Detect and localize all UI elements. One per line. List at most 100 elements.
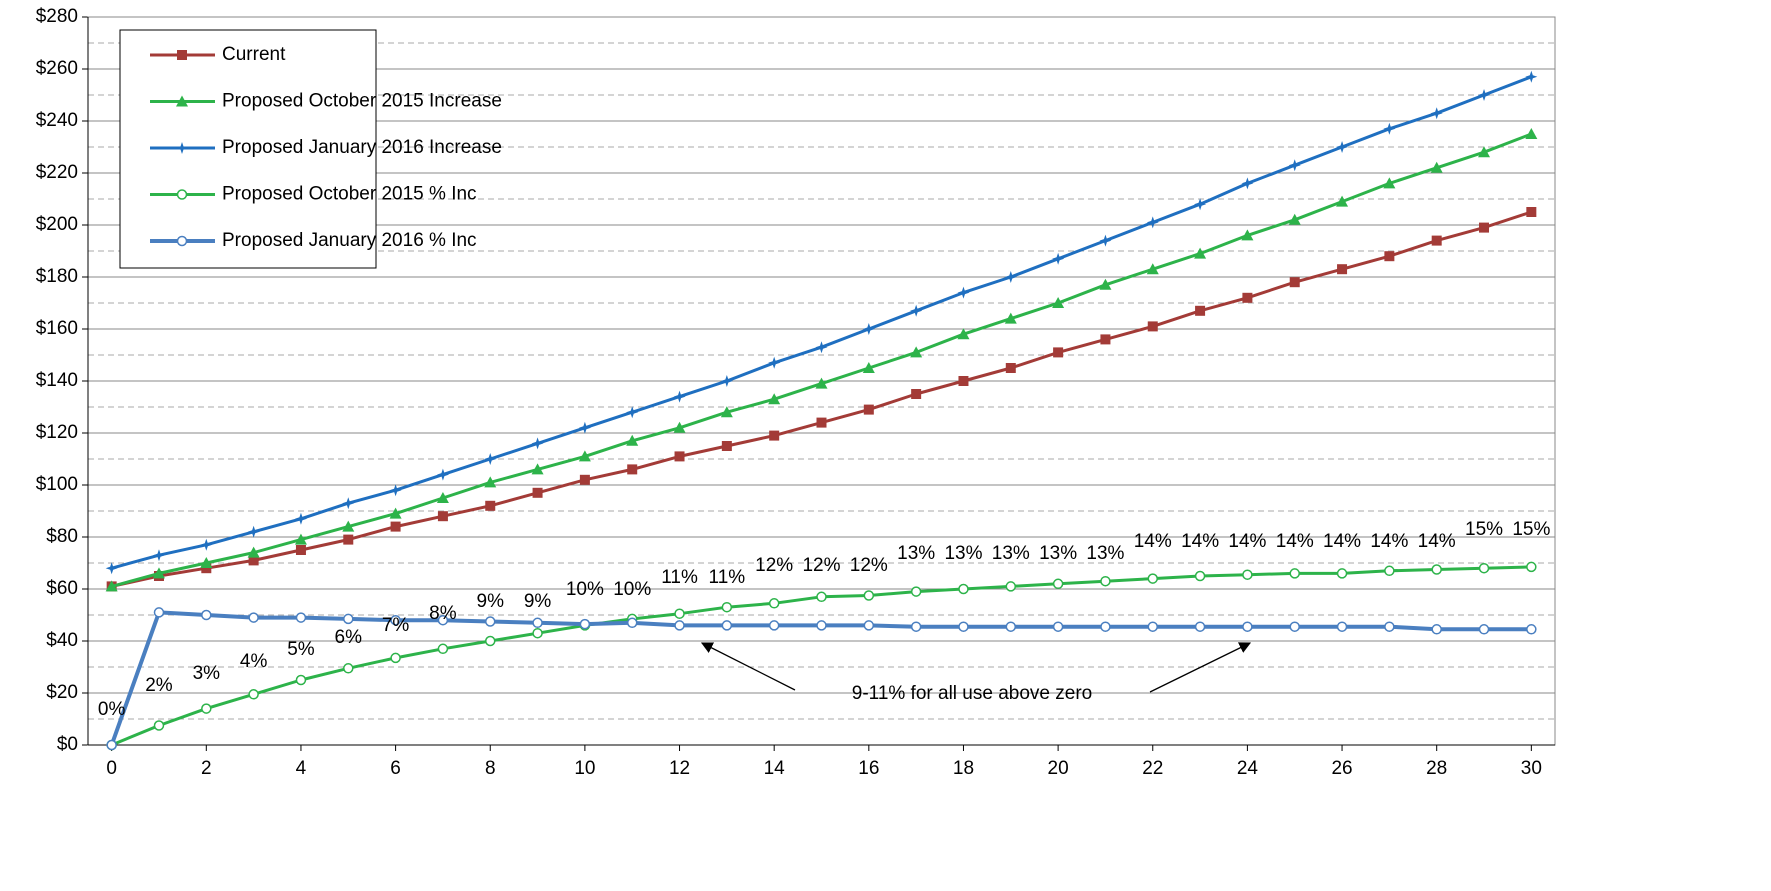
marker [1525,128,1538,139]
y-tick-label: $60 [46,578,78,599]
marker [1146,216,1159,229]
data-label: 13% [1039,543,1077,564]
y-tick-label: $160 [36,318,78,339]
marker [152,549,165,562]
marker [200,557,213,568]
data-label: 12% [850,555,888,576]
marker [342,520,355,532]
x-tick-label: 26 [1331,758,1352,779]
marker [484,476,497,488]
marker [176,235,188,247]
marker [390,521,401,532]
marker [1100,575,1111,587]
marker [1383,177,1396,189]
marker [1478,562,1490,574]
marker [1004,312,1017,324]
marker [815,341,828,354]
marker [910,346,923,358]
data-label: 13% [897,543,935,564]
marker [958,376,969,386]
y-tick-label: $120 [36,422,78,443]
marker [390,652,401,664]
marker [862,362,875,373]
marker [295,612,307,623]
marker [862,323,875,335]
series-layer [105,70,1538,751]
marker [248,555,259,566]
marker [1194,621,1206,632]
legend-label: Proposed October 2015 % Inc [222,184,477,205]
y-tick-label: $140 [36,370,78,391]
marker [1241,229,1254,241]
marker [343,613,354,625]
marker [177,50,187,60]
data-label: 10% [566,579,604,600]
marker [1431,564,1442,575]
marker [674,451,685,462]
marker [1526,207,1537,217]
marker [674,608,685,619]
marker [626,406,639,419]
marker [531,437,544,450]
marker [1478,89,1491,101]
marker [390,614,401,626]
x-tick-label: 28 [1426,758,1447,779]
marker [1194,247,1207,259]
x-tick-label: 18 [953,758,974,779]
data-label: 10% [613,579,651,600]
marker [958,583,969,595]
data-label: 12% [802,555,840,576]
x-tick-label: 8 [485,758,496,779]
marker [532,487,543,498]
marker [1526,624,1537,635]
marker [152,567,165,579]
marker [957,286,970,299]
marker [769,430,780,441]
marker [247,546,260,558]
marker [485,500,496,511]
marker [1384,621,1395,632]
marker [1337,264,1348,275]
marker [721,601,733,613]
marker [1430,107,1443,120]
x-tick-label: 22 [1142,758,1163,779]
marker [343,534,354,545]
y-tick-label: $200 [36,214,78,235]
marker [342,497,355,510]
data-label: 9% [477,591,505,612]
marker [720,406,733,418]
marker [1478,624,1490,635]
marker [437,614,449,626]
x-tick-label: 4 [296,758,307,779]
marker [153,720,165,731]
marker [673,421,686,433]
data-label: 14% [1276,531,1314,552]
y-tick-label: $240 [36,110,78,131]
marker [768,356,781,369]
marker [437,511,448,522]
marker [1242,569,1253,580]
data-label: 14% [1181,531,1219,552]
marker [816,417,827,428]
marker [294,533,307,545]
marker [201,609,212,621]
marker [1383,122,1396,135]
x-tick-label: 6 [390,758,401,779]
data-label: 0% [98,699,126,720]
legend-label: Current [222,44,286,65]
marker [721,620,733,631]
x-tick-label: 24 [1237,758,1259,779]
label-layer: 0% 2% 3% 4% 5% 6% 7% 8% 9% 9% 10% 10% 11% 11% 12% 12% 12… [98,519,1551,720]
marker [626,434,639,446]
marker [343,663,354,674]
marker [1289,277,1300,288]
marker [1241,177,1254,190]
x-tick-label: 20 [1048,758,1069,779]
marker [1100,334,1111,345]
data-label: 14% [1228,531,1266,552]
y-tick-label: $180 [36,266,78,287]
marker [816,591,827,603]
marker [1147,321,1158,332]
marker [1478,146,1491,158]
